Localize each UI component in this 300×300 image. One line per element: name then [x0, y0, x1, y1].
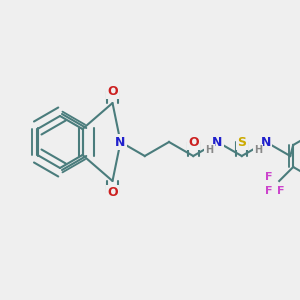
Text: N: N	[115, 136, 126, 148]
Text: O: O	[107, 187, 118, 200]
Text: F: F	[266, 172, 273, 182]
Text: F: F	[278, 186, 285, 196]
Text: H: H	[254, 145, 262, 155]
Text: O: O	[188, 136, 199, 148]
Text: N: N	[261, 136, 271, 148]
Text: N: N	[212, 136, 223, 148]
Text: O: O	[107, 85, 118, 98]
Text: H: H	[206, 145, 214, 155]
Text: S: S	[237, 136, 246, 148]
Text: F: F	[266, 186, 273, 196]
